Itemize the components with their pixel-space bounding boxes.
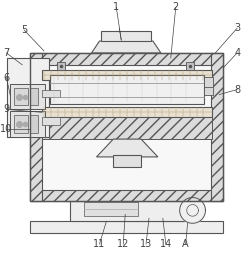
Text: 11: 11	[93, 239, 106, 249]
Text: A: A	[182, 239, 189, 249]
Bar	[57, 62, 65, 70]
Bar	[84, 203, 138, 216]
Bar	[30, 53, 223, 201]
Bar	[204, 77, 213, 87]
Bar	[204, 85, 213, 95]
Bar	[102, 31, 151, 41]
Bar	[42, 107, 212, 117]
Bar	[30, 115, 38, 133]
Bar	[30, 221, 223, 233]
Bar	[50, 75, 204, 104]
Text: 5: 5	[21, 25, 27, 35]
Text: 9: 9	[3, 104, 10, 114]
Text: 4: 4	[234, 48, 240, 58]
Bar	[42, 90, 60, 97]
Bar	[70, 199, 185, 221]
Bar	[14, 88, 28, 105]
Bar	[212, 53, 223, 201]
Bar	[30, 190, 223, 201]
Bar	[10, 84, 45, 109]
Bar	[30, 53, 223, 201]
Polygon shape	[92, 41, 161, 53]
Text: 12: 12	[117, 239, 130, 249]
Bar	[113, 155, 141, 167]
Bar	[7, 58, 49, 137]
Text: 2: 2	[172, 2, 179, 12]
Text: 10: 10	[0, 124, 12, 134]
Bar	[14, 115, 28, 133]
Text: 14: 14	[160, 239, 172, 249]
Bar	[30, 53, 42, 201]
Bar	[30, 53, 223, 65]
Text: 8: 8	[234, 85, 240, 95]
Bar	[10, 111, 45, 137]
Bar	[42, 117, 212, 139]
Polygon shape	[180, 198, 206, 223]
Text: 3: 3	[234, 23, 240, 33]
Text: 13: 13	[140, 239, 152, 249]
Bar	[186, 62, 194, 70]
Polygon shape	[96, 139, 158, 157]
Text: 6: 6	[3, 73, 10, 83]
Text: 7: 7	[3, 48, 10, 58]
Bar	[42, 117, 60, 125]
Text: 1: 1	[113, 2, 119, 12]
Bar	[42, 70, 212, 80]
Bar	[30, 88, 38, 105]
